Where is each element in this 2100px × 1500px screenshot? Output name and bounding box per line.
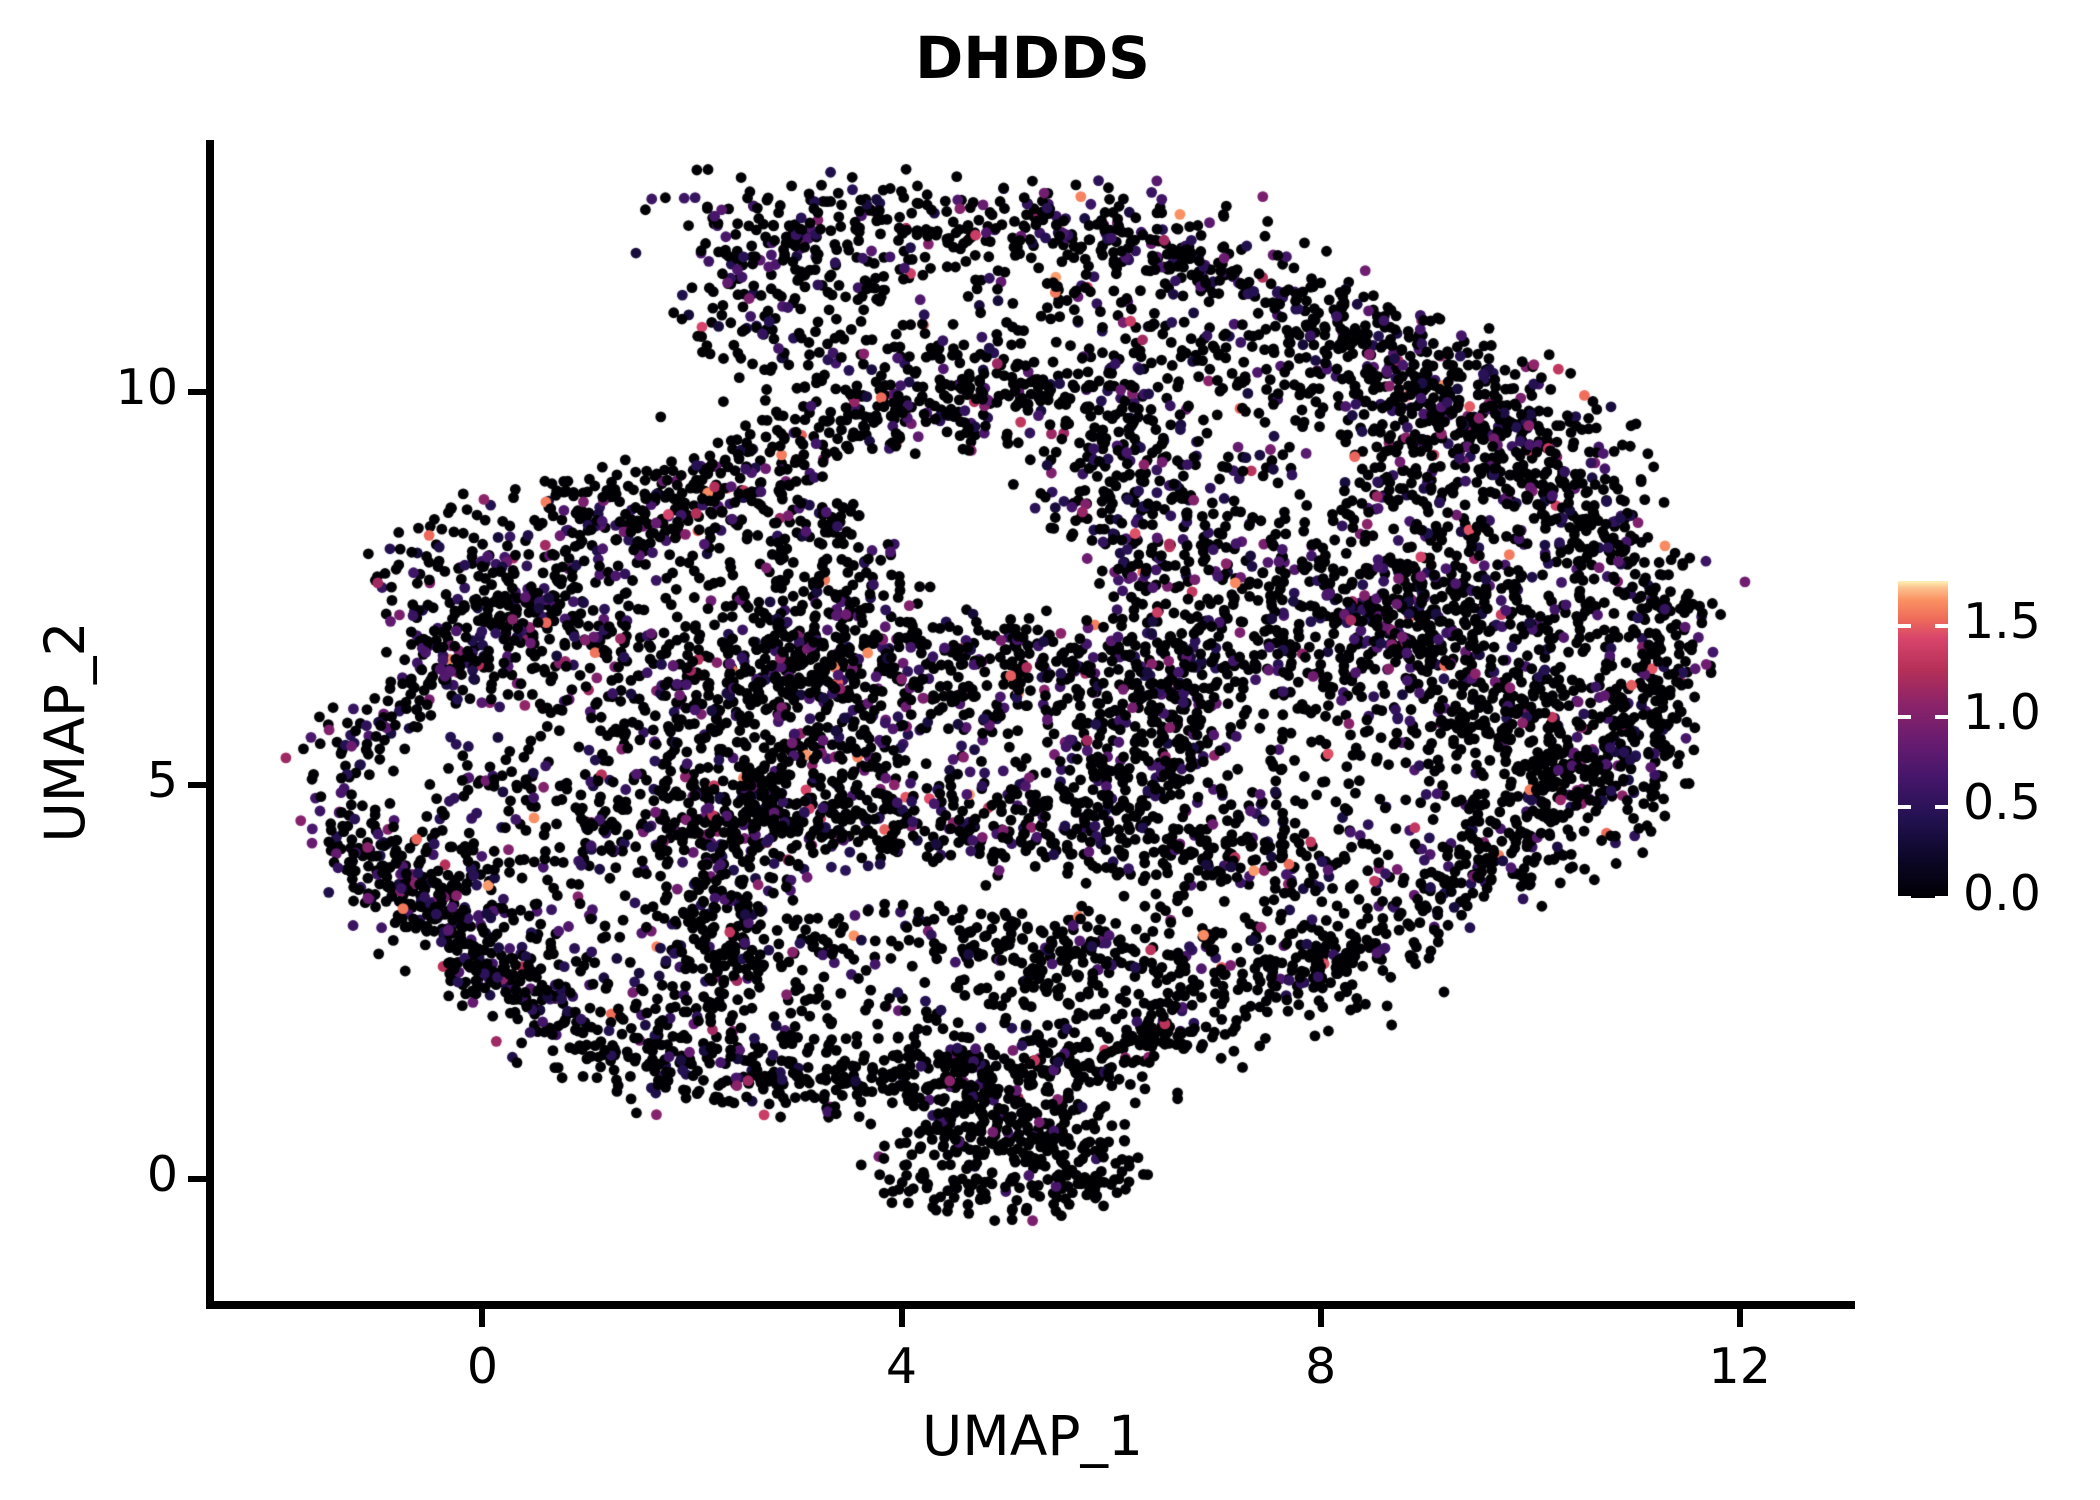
colorbar [1898, 581, 1948, 900]
scatter-points-canvas [210, 140, 1855, 1305]
colorbar-tick-label: 1.0 [1963, 683, 2041, 741]
x-tick-label: 8 [1305, 1338, 1337, 1395]
x-tick-mark [1317, 1309, 1324, 1327]
colorbar-tick-mark [1935, 896, 1948, 900]
colorbar-tick-mark [1898, 805, 1911, 810]
colorbar-tick-mark [1935, 624, 1948, 629]
y-tick-label: 0 [146, 1146, 178, 1204]
x-axis-label: UMAP_1 [922, 1404, 1143, 1468]
y-tick-label: 5 [146, 752, 178, 810]
x-tick-label: 4 [885, 1338, 918, 1395]
colorbar-tick-mark [1935, 805, 1948, 810]
colorbar-tick-label: 0.0 [1963, 865, 2041, 922]
colorbar-gradient [1898, 581, 1948, 898]
y-tick-mark [188, 1176, 206, 1183]
plot-title-container: DHDDS [210, 24, 1855, 92]
colorbar-tick-mark [1898, 624, 1911, 629]
y-tick-mark [188, 388, 206, 395]
colorbar-tick-mark [1898, 896, 1911, 900]
colorbar-tick-mark [1935, 714, 1948, 719]
x-axis-spine [206, 1301, 1855, 1309]
y-tick-label: 10 [115, 358, 178, 416]
colorbar-tick-mark [1898, 714, 1911, 719]
colorbar-tick-label: 0.5 [1963, 774, 2041, 832]
colorbar-tick-label: 1.5 [1963, 593, 2041, 651]
x-tick-mark [898, 1309, 905, 1327]
x-tick-label: 12 [1708, 1338, 1771, 1395]
x-tick-mark [1736, 1309, 1743, 1327]
y-axis-label: UMAP_2 [33, 621, 97, 843]
x-tick-label: 0 [466, 1338, 498, 1395]
plot-area [210, 140, 1855, 1305]
page-title: DHDDS [915, 24, 1150, 92]
y-tick-mark [188, 782, 206, 789]
x-tick-mark [479, 1309, 486, 1327]
